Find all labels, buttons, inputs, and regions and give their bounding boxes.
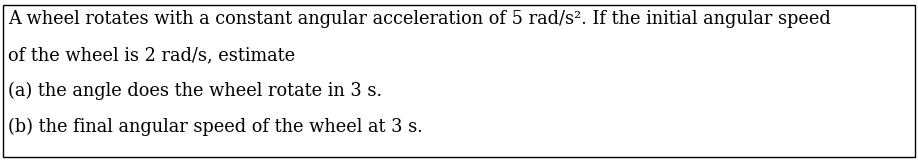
Text: A wheel rotates with a constant angular acceleration of 5 rad/s². If the initial: A wheel rotates with a constant angular … — [8, 10, 831, 28]
Text: (b) the final angular speed of the wheel at 3 s.: (b) the final angular speed of the wheel… — [8, 118, 423, 136]
Text: (a) the angle does the wheel rotate in 3 s.: (a) the angle does the wheel rotate in 3… — [8, 82, 382, 100]
FancyBboxPatch shape — [3, 5, 915, 157]
Text: of the wheel is 2 rad/s, estimate: of the wheel is 2 rad/s, estimate — [8, 46, 295, 64]
